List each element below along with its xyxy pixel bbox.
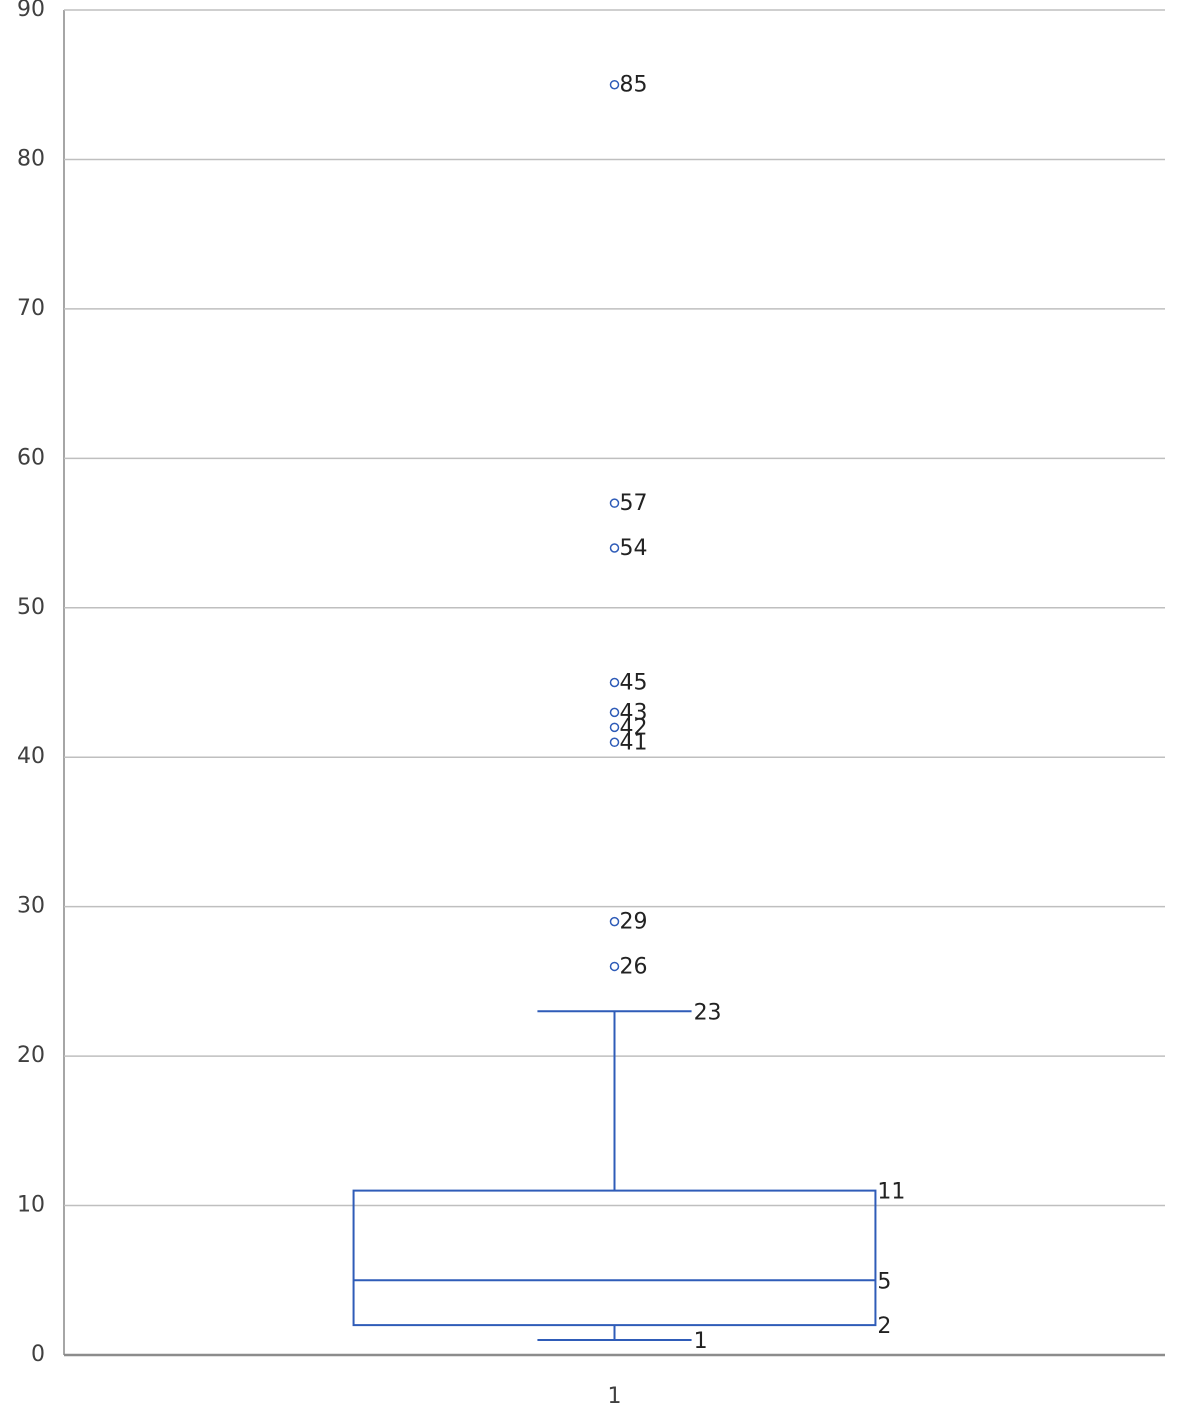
data-label: 45: [620, 671, 648, 696]
outlier: [609, 707, 620, 718]
data-label: 2: [877, 1314, 891, 1339]
y-tick-label: 70: [17, 296, 45, 321]
data-label: 5: [877, 1269, 891, 1294]
y-tick-label: 90: [17, 0, 45, 22]
outlier: [609, 722, 620, 733]
outlier: [609, 916, 620, 927]
data-label: 1: [694, 1329, 708, 1354]
data-label: 29: [620, 910, 648, 935]
data-label: 26: [620, 954, 648, 979]
data-label: 43: [620, 700, 648, 725]
data-label: 41: [620, 730, 648, 755]
outlier: [609, 677, 620, 688]
y-tick-label: 20: [17, 1043, 45, 1068]
outlier: [609, 961, 620, 972]
box: [352, 1189, 877, 1327]
data-label: 42: [620, 715, 648, 740]
outlier: [609, 498, 620, 508]
y-tick-label: 30: [17, 894, 45, 919]
data-label: 54: [620, 536, 648, 561]
outlier: [609, 543, 620, 553]
y-tick-label: 50: [17, 595, 45, 620]
data-label: 23: [694, 1000, 722, 1025]
y-tick-label: 0: [31, 1342, 45, 1367]
data-label: 85: [620, 73, 648, 98]
y-tick-label: 80: [17, 146, 45, 171]
outlier: [609, 79, 620, 90]
y-tick-label: 10: [17, 1193, 45, 1218]
data-label: 57: [620, 491, 648, 516]
outlier: [609, 737, 620, 748]
y-tick-label: 60: [17, 445, 45, 470]
x-tick-label: 1: [608, 1384, 622, 1409]
data-label: 11: [877, 1180, 905, 1205]
y-tick-label: 40: [17, 744, 45, 769]
